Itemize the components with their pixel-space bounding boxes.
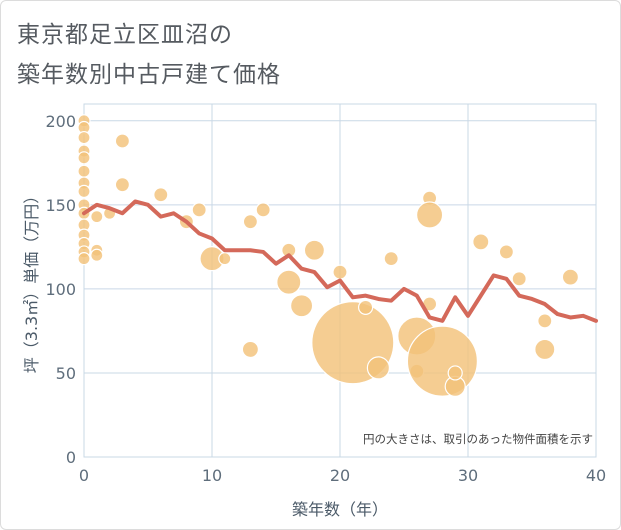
bubble-point (537, 313, 553, 329)
bubble-point (77, 184, 91, 199)
x-tick-label: 30 (458, 466, 478, 485)
chart-title-line1: 東京都足立区皿沼の (17, 22, 233, 48)
y-tick-label: 200 (45, 112, 76, 131)
bubble-point (383, 251, 399, 267)
average-price-line (82, 199, 598, 323)
bubble-point (153, 187, 169, 203)
bubble-point (241, 340, 259, 359)
bubble-point (416, 201, 444, 229)
bubble-point (561, 268, 580, 286)
bubble-point (276, 269, 302, 295)
bubble-point (114, 133, 131, 149)
y-tick-label: 150 (45, 196, 76, 215)
y-tick-label: 100 (45, 280, 76, 299)
bubble-point (366, 356, 390, 380)
bubble-point (90, 210, 104, 224)
bubble-point (303, 239, 325, 261)
bubble-point (534, 338, 556, 361)
y-tick-label: 50 (56, 364, 76, 383)
y-axis-label: 坪（3.3㎡）単価（万円） (22, 188, 41, 373)
bubble-point (447, 365, 463, 381)
bubble-point (218, 252, 232, 266)
bubble-point (77, 131, 91, 145)
x-axis-label: 築年数（年） (292, 500, 388, 519)
bubble-point (90, 248, 104, 262)
average-line-series (82, 199, 598, 323)
bubble-point (498, 244, 514, 260)
x-tick-label: 40 (586, 466, 606, 485)
bubble-point (242, 214, 258, 230)
chart-title-line2: 築年数別中古戸建て価格 (17, 62, 281, 88)
bubble-point (406, 325, 478, 397)
x-tick-label: 0 (79, 466, 89, 485)
bubble-point (191, 202, 207, 218)
bubble-point (511, 271, 527, 287)
axis-ticks: 0 10 20 30 40 0 50 100 150 200 (45, 112, 606, 485)
bubble-point (472, 233, 490, 251)
bubble-point (77, 151, 91, 165)
bubble-point (77, 164, 91, 178)
x-tick-label: 10 (202, 466, 222, 485)
y-tick-label: 0 (66, 448, 76, 467)
bubble-point (77, 252, 91, 266)
bubble-point (290, 294, 314, 318)
bubble-point (255, 202, 271, 218)
bubble-series (77, 114, 580, 397)
bubble-point (114, 177, 131, 193)
bubble-point (332, 264, 348, 280)
bubble-size-note: 円の大きさは、取引のあった物件面積を示す (363, 432, 593, 446)
x-tick-label: 20 (330, 466, 350, 485)
bubble-point (358, 299, 374, 315)
